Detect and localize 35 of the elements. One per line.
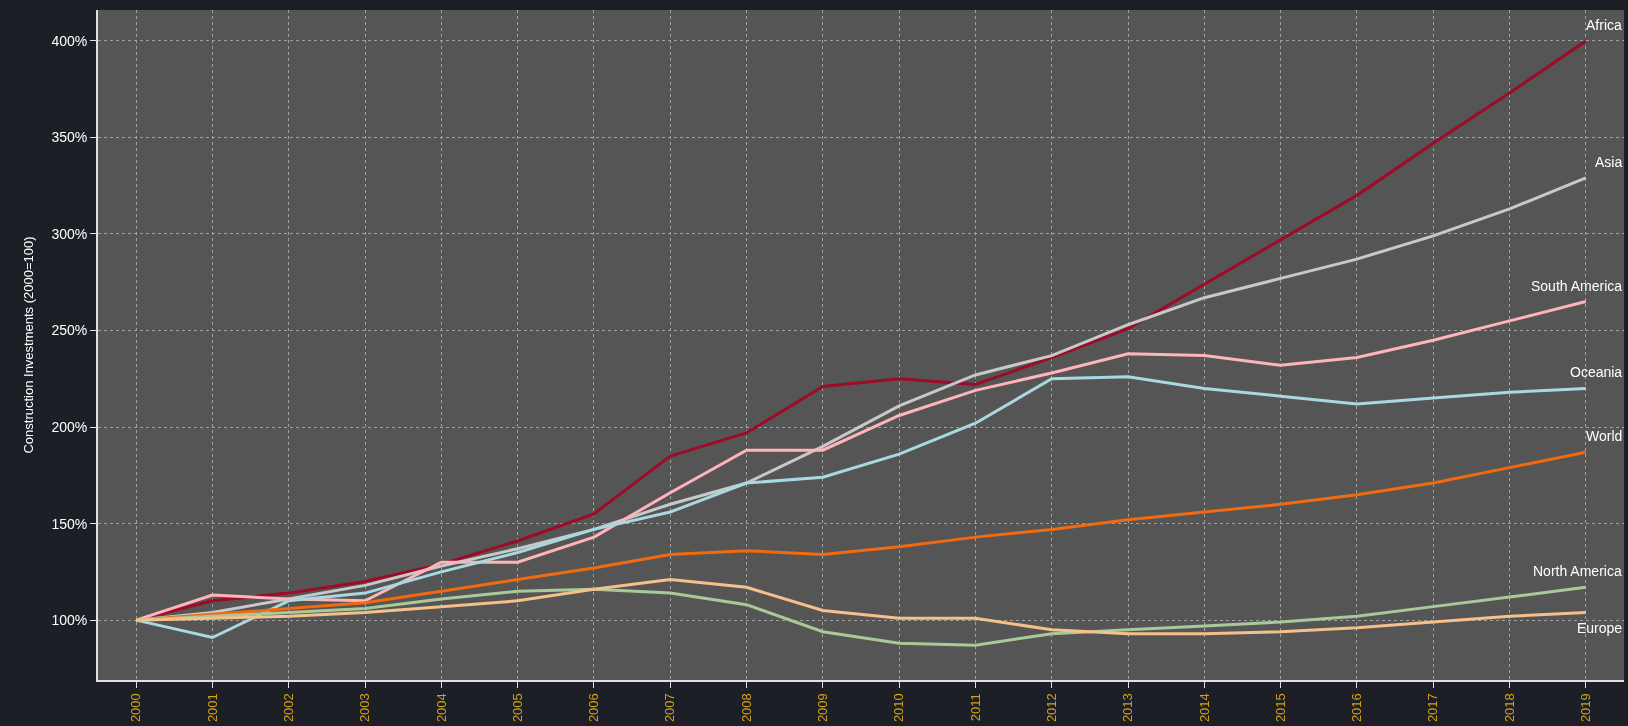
y-tick-label: 300% (51, 225, 88, 242)
y-tick-label: 350% (51, 129, 88, 146)
x-tick-label: 2011 (967, 693, 983, 722)
y-tick-label: 150% (51, 515, 88, 532)
x-tick-label: 2014 (1196, 693, 1212, 723)
series-label: Africa (1586, 17, 1622, 33)
x-tick-label: 2007 (662, 693, 678, 723)
y-tick-label: 400% (51, 32, 88, 49)
x-tick-label: 2016 (1349, 693, 1365, 723)
x-tick-label: 2002 (280, 693, 296, 723)
y-tick-label: 250% (51, 322, 88, 339)
series-label: Asia (1595, 154, 1623, 170)
x-tick-label: 2018 (1501, 693, 1517, 723)
x-tick-label: 2005 (509, 693, 525, 723)
x-tick-label: 2001 (204, 693, 220, 723)
x-tick-label: 2009 (815, 693, 831, 723)
x-tick-label: 2008 (738, 693, 754, 723)
x-tick-label: 2019 (1578, 693, 1594, 723)
x-tick-label: 2006 (586, 693, 602, 723)
series-label: North America (1533, 563, 1622, 579)
x-tick-label: 2004 (433, 693, 449, 723)
x-tick-label: 2013 (1120, 693, 1136, 723)
series-label: South America (1531, 278, 1623, 294)
x-tick-label: 2010 (891, 693, 907, 723)
x-tick-label: 2017 (1425, 693, 1441, 723)
series-label: Europe (1577, 620, 1623, 636)
x-tick-label: 2000 (128, 693, 144, 723)
x-tick-label: 2015 (1272, 693, 1288, 723)
series-label: Oceania (1570, 364, 1623, 380)
y-tick-label: 200% (51, 418, 88, 435)
y-tick-label: 100% (51, 612, 88, 629)
series-label: World (1586, 428, 1623, 444)
x-tick-label: 2003 (357, 693, 373, 723)
y-axis-title: Construction Investments (2000=100) (20, 236, 36, 454)
x-tick-label: 2012 (1043, 693, 1059, 723)
